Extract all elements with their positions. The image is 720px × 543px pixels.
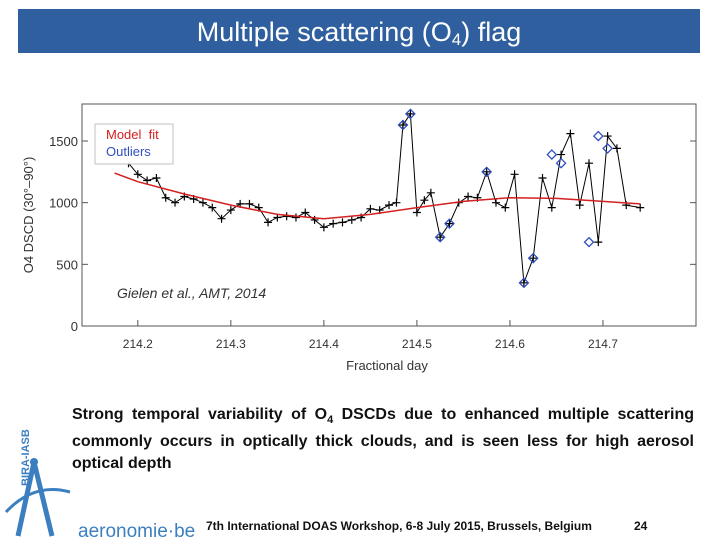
data-point-marker	[161, 193, 170, 202]
data-point-marker	[420, 196, 429, 205]
data-point-marker	[426, 188, 435, 197]
page-number: 24	[634, 519, 648, 533]
data-point-marker	[208, 203, 217, 212]
outlier-marker	[444, 218, 455, 230]
logo-swoosh	[4, 488, 71, 514]
slide-title: Multiple scattering (O4) flag	[18, 9, 700, 53]
outlier-marker	[397, 119, 409, 131]
aeronomie-logo-text: aeronomie·be	[78, 521, 196, 542]
data-point-marker	[245, 199, 254, 208]
legend-box	[94, 123, 174, 165]
data-point-marker	[603, 132, 612, 141]
data-point-marker	[329, 219, 338, 228]
data-point-marker	[385, 201, 393, 210]
x-tick-label: 214.7	[588, 337, 618, 351]
data-point-marker	[566, 129, 575, 138]
data-point-marker	[319, 223, 328, 232]
y-tick-label: 500	[56, 257, 78, 272]
outlier-marker	[555, 157, 567, 169]
legend-outliers: Outliers	[106, 144, 151, 159]
data-point-marker	[445, 219, 454, 228]
logo-dot	[30, 458, 38, 466]
x-tick-label: 214.5	[402, 337, 432, 351]
y-tick-label: 0	[71, 319, 78, 334]
outlier-marker	[404, 108, 416, 120]
bira-logo-mark	[4, 458, 71, 537]
data-point-marker	[301, 208, 310, 217]
data-point-marker	[264, 218, 273, 227]
slide-caption: Strong temporal variability of O4 DSCDs …	[72, 404, 694, 475]
data-point-marker	[392, 198, 401, 207]
data-point-marker	[398, 120, 407, 129]
data-point-marker	[612, 144, 621, 153]
data-point-marker	[152, 174, 161, 182]
outlier-marker	[546, 149, 558, 160]
data-point-marker	[547, 203, 556, 212]
data-point-marker	[143, 176, 152, 185]
data-point-marker	[594, 238, 603, 247]
data-point-marker	[510, 170, 519, 179]
data-point-marker	[412, 208, 421, 217]
outlier-marker	[434, 231, 446, 243]
data-point-marker	[406, 109, 415, 118]
data-point-marker	[519, 278, 528, 287]
data-point-marker	[482, 167, 491, 176]
title-end: ) flag	[461, 17, 522, 47]
caption-subscript: 4	[327, 414, 334, 427]
data-point-marker	[585, 159, 594, 168]
legend-model-fit: Model fit	[106, 127, 159, 142]
y-tick-label: 1500	[49, 134, 78, 149]
x-tick-label: 214.2	[123, 337, 153, 351]
title-main: Multiple scattering (O	[196, 17, 452, 47]
model-fit-line	[114, 172, 641, 220]
data-point-marker	[133, 170, 142, 179]
data-point-marker	[464, 192, 473, 201]
y-tick-label: 1000	[49, 196, 78, 211]
data-point-marker	[347, 215, 356, 224]
x-tick-label: 214.6	[495, 337, 525, 351]
data-point-marker	[366, 204, 375, 213]
x-tick-label: 214.3	[216, 337, 246, 351]
data-point-marker	[557, 150, 566, 159]
outlier-marker	[481, 166, 493, 178]
data-point-marker	[338, 218, 347, 227]
data-point-marker	[501, 203, 510, 212]
outlier-marker	[602, 142, 614, 154]
data-point-marker	[529, 254, 538, 263]
outlier-marker	[592, 130, 604, 142]
data-point-marker	[291, 213, 300, 222]
y-axis-label: O4 DSCD (30°–90°)	[21, 157, 36, 274]
citation-annotation: Gielen et al., AMT, 2014	[117, 285, 266, 301]
plot-frame	[81, 103, 697, 327]
bira-iasb-label: BIRA-IASB	[20, 429, 32, 486]
data-point-marker	[538, 174, 547, 182]
title-subscript: 4	[451, 30, 462, 49]
data-point-marker	[171, 198, 180, 207]
data-point-marker	[217, 214, 226, 223]
caption-part2: DSCDs due to enhanced multiple scatterin…	[72, 406, 694, 473]
x-tick-label: 214.4	[309, 337, 339, 351]
x-axis-label: Fractional day	[346, 358, 428, 373]
data-point-marker	[575, 201, 584, 210]
data-point-marker	[226, 206, 235, 215]
caption-part1: Strong temporal variability of O	[72, 406, 328, 423]
data-point-marker	[436, 233, 445, 242]
data-point-marker	[198, 198, 207, 207]
outlier-marker	[518, 277, 530, 289]
outlier-marker	[527, 252, 539, 264]
footer-text: 7th International DOAS Workshop, 6-8 Jul…	[206, 519, 592, 533]
data-point-marker	[491, 198, 500, 207]
outlier-marker	[583, 236, 595, 248]
data-point-marker	[636, 203, 645, 212]
o4-dscd-chart: 0 500 1000 1500 214.2 214.3 214.4 214.5 214.6 214…	[21, 103, 697, 373]
